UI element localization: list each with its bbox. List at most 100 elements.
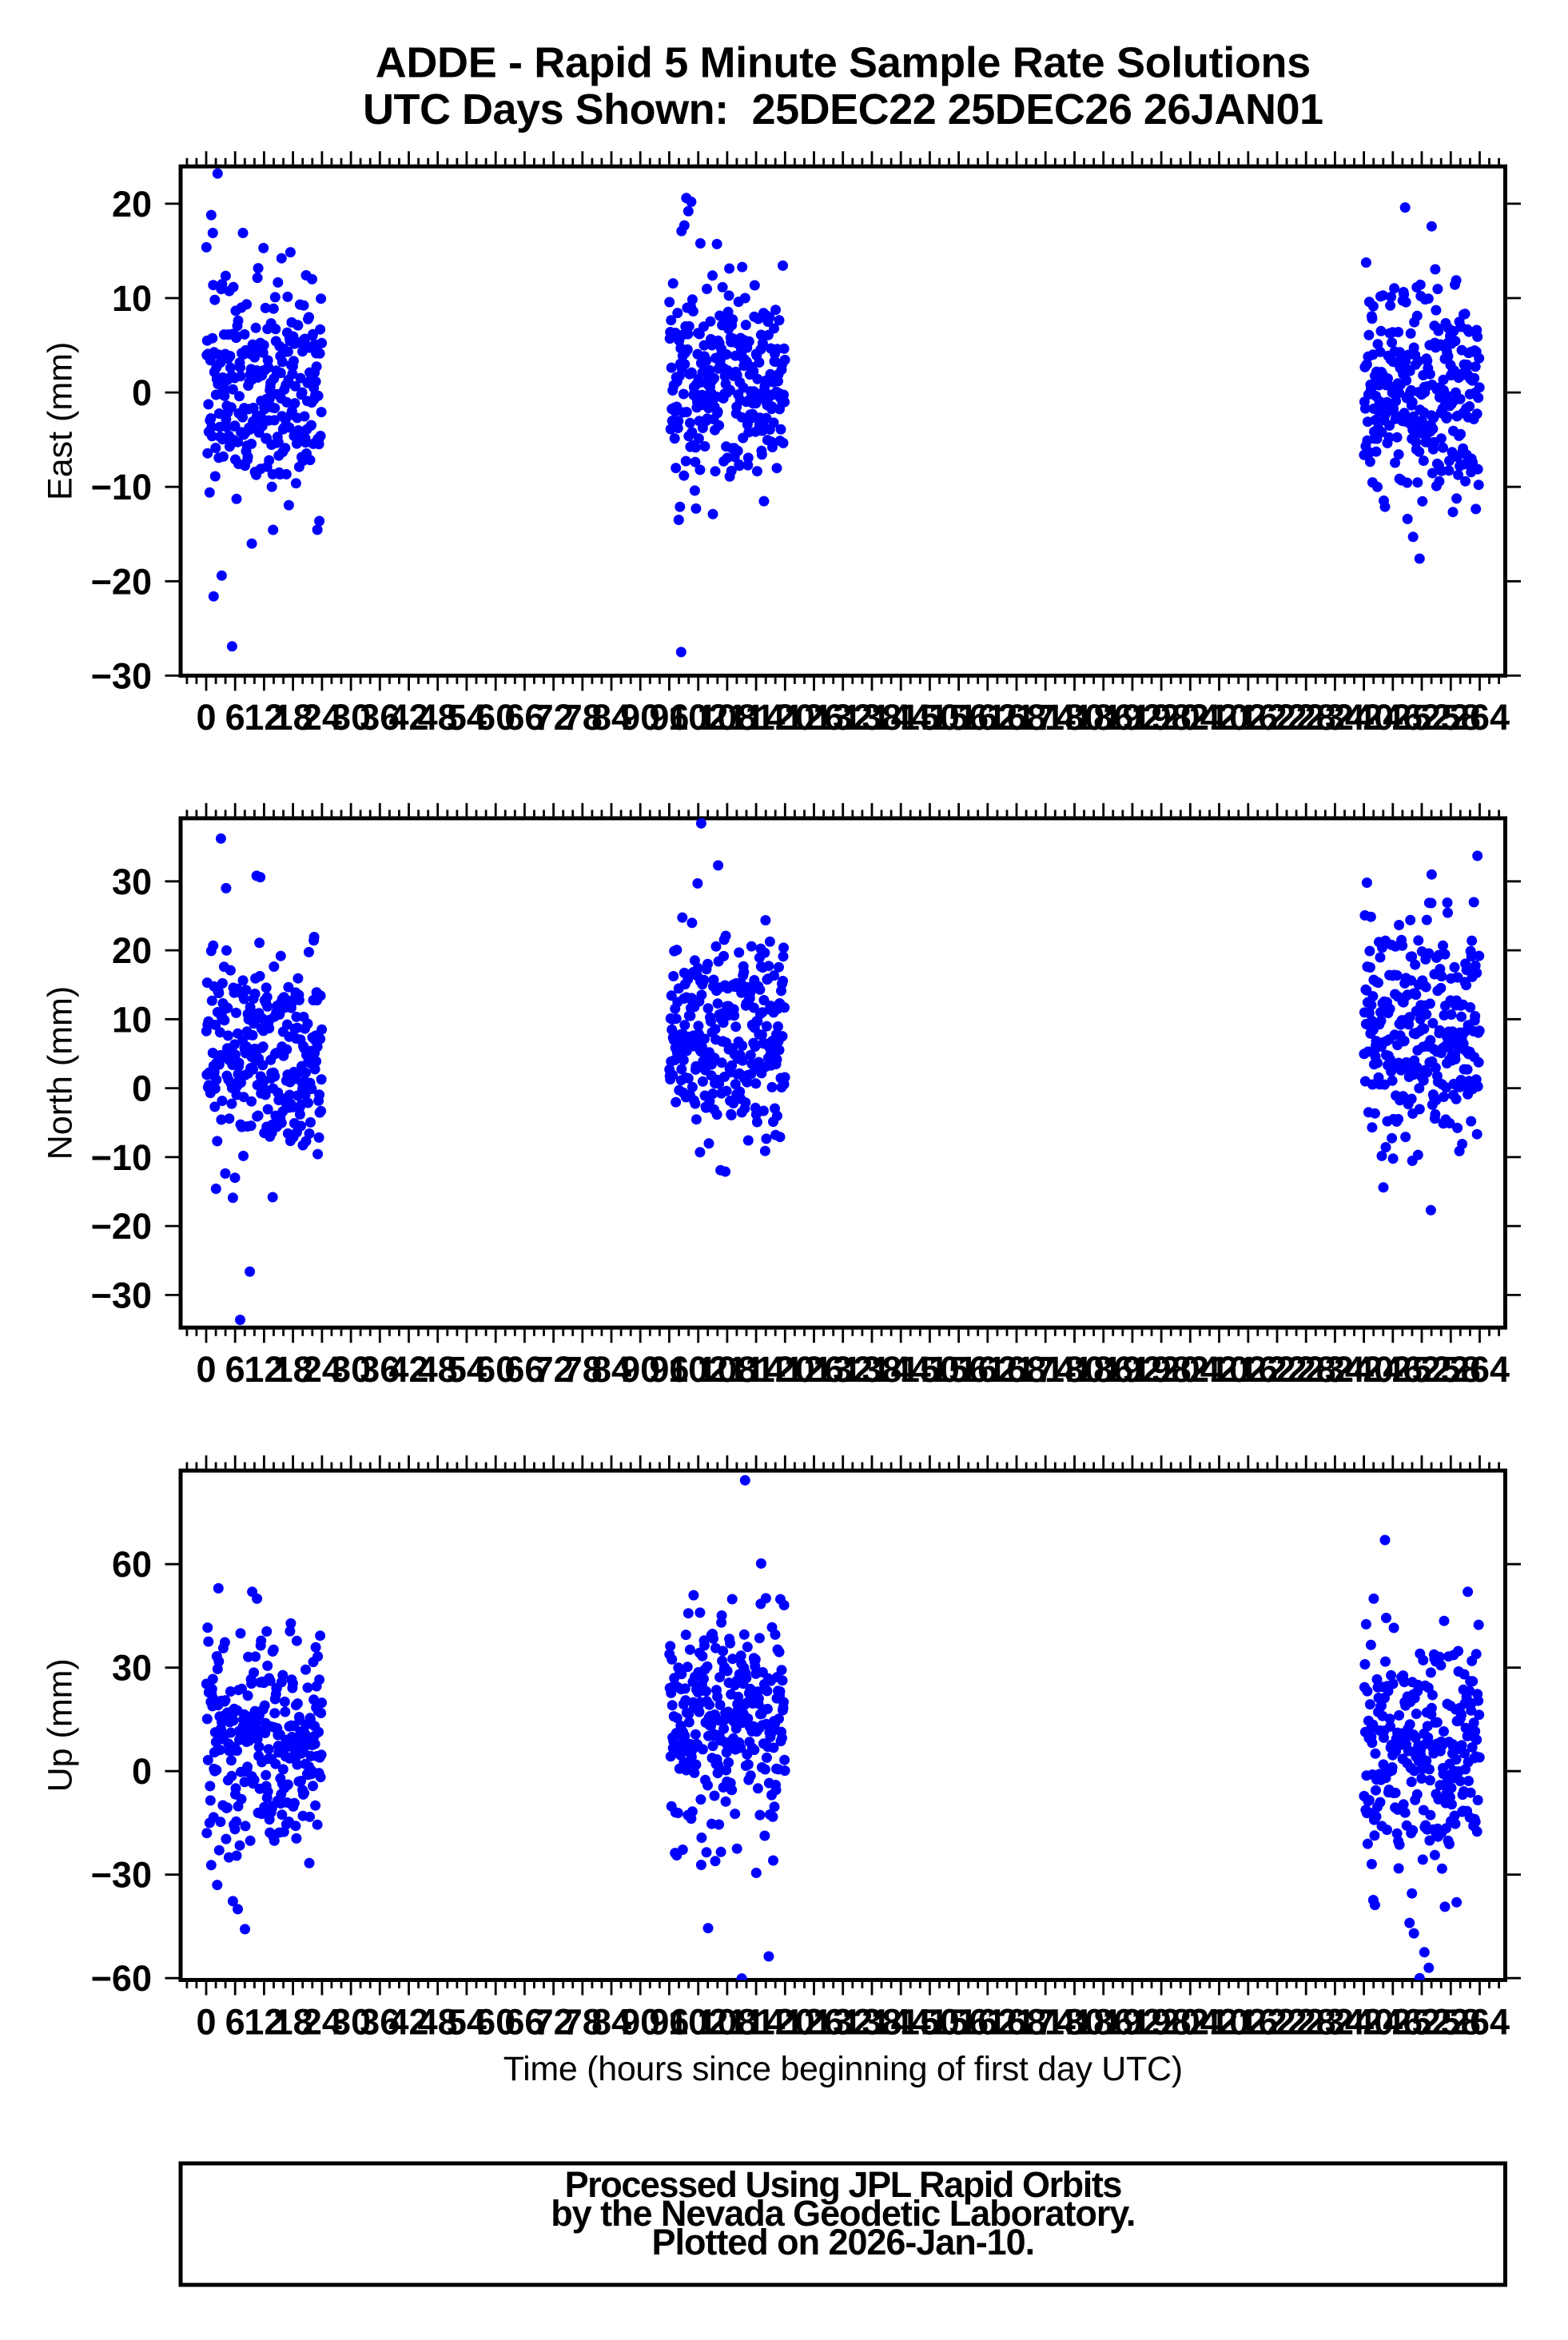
svg-text:54: 54 xyxy=(447,2001,487,2042)
svg-text:10: 10 xyxy=(112,999,152,1040)
svg-text:132: 132 xyxy=(813,1349,873,1390)
svg-text:186: 186 xyxy=(1073,1349,1133,1390)
svg-text:126: 126 xyxy=(784,697,844,738)
svg-text:36: 36 xyxy=(360,697,400,738)
svg-text:120: 120 xyxy=(755,697,815,738)
svg-text:126: 126 xyxy=(784,2001,844,2042)
svg-text:120: 120 xyxy=(755,2001,815,2042)
svg-text:156: 156 xyxy=(929,1349,989,1390)
svg-text:30: 30 xyxy=(112,862,152,902)
svg-text:114: 114 xyxy=(727,2001,786,2042)
svg-text:18: 18 xyxy=(273,2001,313,2042)
svg-text:72: 72 xyxy=(534,2001,574,2042)
svg-text:144: 144 xyxy=(871,1349,931,1390)
svg-text:20: 20 xyxy=(112,184,152,225)
svg-text:156: 156 xyxy=(929,697,989,738)
svg-text:78: 78 xyxy=(563,2001,603,2042)
svg-text:−10: −10 xyxy=(91,1137,152,1178)
svg-text:72: 72 xyxy=(534,697,574,738)
svg-text:168: 168 xyxy=(986,1349,1046,1390)
svg-text:78: 78 xyxy=(563,1349,603,1390)
svg-text:0: 0 xyxy=(132,372,152,413)
svg-text:246: 246 xyxy=(1363,1349,1423,1390)
svg-text:258: 258 xyxy=(1421,2001,1481,2042)
svg-text:198: 198 xyxy=(1132,2001,1192,2042)
svg-text:30: 30 xyxy=(112,1648,152,1689)
svg-text:234: 234 xyxy=(1305,1349,1365,1390)
svg-text:6: 6 xyxy=(225,2001,245,2042)
svg-text:42: 42 xyxy=(388,2001,428,2042)
svg-text:60: 60 xyxy=(476,1349,515,1390)
svg-text:120: 120 xyxy=(755,1349,815,1390)
svg-text:84: 84 xyxy=(591,1349,631,1390)
svg-text:18: 18 xyxy=(273,697,313,738)
svg-text:234: 234 xyxy=(1305,2001,1365,2042)
svg-text:192: 192 xyxy=(1102,2001,1162,2042)
svg-text:108: 108 xyxy=(697,1349,757,1390)
svg-text:Time (hours since beginning of: Time (hours since beginning of first day… xyxy=(503,2050,1183,2088)
svg-text:150: 150 xyxy=(900,1349,960,1390)
svg-text:24: 24 xyxy=(302,1349,342,1390)
svg-text:42: 42 xyxy=(388,697,428,738)
svg-text:186: 186 xyxy=(1073,2001,1133,2042)
svg-text:138: 138 xyxy=(842,697,901,738)
svg-text:144: 144 xyxy=(871,697,931,738)
svg-text:North (mm): North (mm) xyxy=(42,986,80,1160)
svg-text:48: 48 xyxy=(418,1349,458,1390)
svg-text:0: 0 xyxy=(196,697,216,738)
svg-text:20: 20 xyxy=(112,930,152,971)
svg-text:210: 210 xyxy=(1189,697,1249,738)
svg-text:66: 66 xyxy=(504,2001,544,2042)
svg-text:204: 204 xyxy=(1160,697,1220,738)
svg-text:−30: −30 xyxy=(91,1855,152,1896)
svg-text:234: 234 xyxy=(1305,697,1365,738)
svg-text:210: 210 xyxy=(1189,1349,1249,1390)
svg-text:258: 258 xyxy=(1421,1349,1481,1390)
svg-text:0: 0 xyxy=(132,1069,152,1109)
svg-text:UTC Days Shown: 25DEC22 25DEC: UTC Days Shown: 25DEC22 25DEC26 26JAN01 xyxy=(363,86,1323,133)
svg-text:60: 60 xyxy=(112,1544,152,1585)
svg-text:216: 216 xyxy=(1218,2001,1278,2042)
svg-text:108: 108 xyxy=(697,2001,757,2042)
svg-text:36: 36 xyxy=(360,2001,400,2042)
svg-text:114: 114 xyxy=(727,1349,786,1390)
svg-text:162: 162 xyxy=(957,697,1017,738)
svg-text:126: 126 xyxy=(784,1349,844,1390)
svg-text:216: 216 xyxy=(1218,697,1278,738)
svg-text:−10: −10 xyxy=(91,467,152,507)
svg-text:Processed Using JPL Rapid Orbi: Processed Using JPL Rapid Orbits xyxy=(565,2164,1122,2205)
svg-text:10: 10 xyxy=(112,278,152,319)
svg-text:18: 18 xyxy=(273,1349,313,1390)
svg-text:228: 228 xyxy=(1276,697,1336,738)
svg-text:228: 228 xyxy=(1276,2001,1336,2042)
svg-text:132: 132 xyxy=(813,2001,873,2042)
svg-text:84: 84 xyxy=(591,2001,631,2042)
svg-text:138: 138 xyxy=(842,1349,901,1390)
svg-text:162: 162 xyxy=(957,2001,1017,2042)
svg-text:144: 144 xyxy=(871,2001,931,2042)
svg-text:222: 222 xyxy=(1247,2001,1307,2042)
svg-text:156: 156 xyxy=(929,2001,989,2042)
svg-text:36: 36 xyxy=(360,1349,400,1390)
svg-text:150: 150 xyxy=(900,697,960,738)
svg-text:84: 84 xyxy=(591,697,631,738)
svg-text:12: 12 xyxy=(244,1349,284,1390)
svg-text:−30: −30 xyxy=(91,1275,152,1315)
svg-text:−30: −30 xyxy=(91,655,152,696)
svg-text:−60: −60 xyxy=(91,1958,152,1999)
svg-text:162: 162 xyxy=(957,1349,1017,1390)
svg-text:54: 54 xyxy=(447,697,487,738)
svg-text:48: 48 xyxy=(418,2001,458,2042)
svg-text:252: 252 xyxy=(1391,697,1451,738)
svg-text:204: 204 xyxy=(1160,1349,1220,1390)
svg-text:60: 60 xyxy=(476,697,515,738)
svg-text:198: 198 xyxy=(1132,1349,1192,1390)
svg-text:42: 42 xyxy=(388,1349,428,1390)
svg-text:96: 96 xyxy=(649,697,689,738)
svg-text:168: 168 xyxy=(986,697,1046,738)
svg-text:East (mm): East (mm) xyxy=(42,342,80,500)
svg-text:12: 12 xyxy=(244,2001,284,2042)
svg-text:258: 258 xyxy=(1421,697,1481,738)
svg-text:174: 174 xyxy=(1016,1349,1076,1390)
svg-text:90: 90 xyxy=(620,1349,660,1390)
